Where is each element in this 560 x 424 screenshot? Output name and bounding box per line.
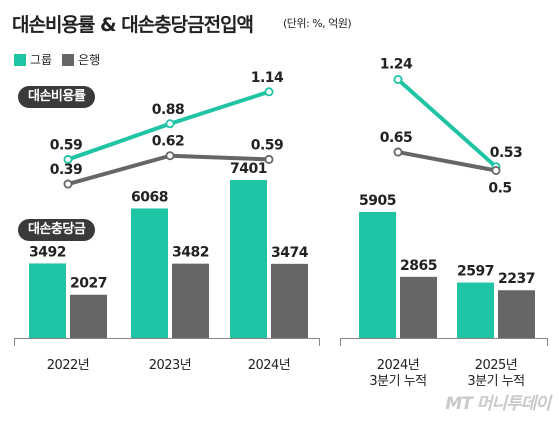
series-line-group-panel-1 (396, 77, 498, 169)
point-value-label-group-3: 1.24 (380, 56, 413, 72)
bar-value-label-group-3: 5905 (359, 193, 396, 209)
series-point-group-0 (63, 154, 73, 164)
series-point-group-1 (165, 119, 175, 129)
bar-value-label-group-1: 6068 (131, 189, 168, 205)
legend-swatch-group (14, 53, 26, 66)
point-value-label-bank-3: 0.65 (380, 130, 413, 146)
bar-bank-4 (498, 290, 535, 338)
watermark-logo: MT 머니투데이 (445, 394, 551, 414)
bar-group-4 (457, 282, 494, 338)
series-point-bank-0 (63, 179, 73, 189)
series-point-bank-1 (165, 151, 175, 161)
bar-value-label-bank-4: 2237 (498, 271, 535, 287)
bar-bank-1 (172, 263, 209, 338)
bar-bank-3 (400, 276, 437, 338)
point-value-label-bank-0: 0.39 (50, 162, 83, 178)
unit-label: (단위: %, 억원) (283, 17, 352, 30)
point-value-label-bank-1: 0.62 (152, 134, 185, 150)
line-chart-title-pill: 대손비용률 (18, 86, 96, 108)
x-tick-label-0: 2022년 (47, 358, 90, 373)
bar-chart-title-pill: 대손충당금 (18, 219, 96, 241)
bar-value-label-group-0: 3492 (29, 244, 66, 260)
bar-bank-0 (70, 294, 107, 338)
chart-title: 대손비용률 & 대손충당금전입액 (12, 14, 254, 36)
legend-label-group: 그룹 (30, 53, 53, 67)
x-tick-label-4: 2025년 3분기 누적 (467, 358, 524, 389)
x-tick-label-3: 2024년 3분기 누적 (369, 358, 426, 389)
bar-value-label-group-4: 2597 (457, 264, 494, 280)
bar-value-label-group-2: 7401 (230, 161, 267, 177)
point-value-label-group-0: 0.59 (50, 137, 83, 153)
x-tick-label-2: 2024년 (248, 358, 291, 373)
point-value-label-bank-4: 0.5 (488, 181, 511, 197)
legend-swatch-bank (62, 53, 75, 66)
series-point-bank-3 (393, 147, 403, 157)
point-value-label-group-2: 1.14 (251, 70, 284, 86)
point-value-label-group-1: 0.88 (152, 102, 185, 118)
bar-group-2 (230, 180, 267, 338)
series-point-group-3 (393, 74, 403, 84)
series-point-bank-4 (491, 165, 501, 175)
bar-value-label-bank-0: 2027 (70, 276, 107, 292)
bar-group-1 (131, 208, 168, 338)
series-point-group-2 (264, 87, 274, 97)
x-tick-label-1: 2023년 (149, 358, 192, 373)
legend-label-bank: 은행 (78, 53, 101, 67)
bar-bank-2 (271, 263, 308, 338)
legend: 그룹 은행 (14, 51, 110, 68)
series-point-bank-2 (264, 154, 274, 164)
bar-group-3 (359, 211, 396, 338)
bar-value-label-bank-2: 3474 (271, 245, 309, 261)
bar-group-0 (29, 263, 66, 338)
point-value-label-bank-2: 0.59 (251, 137, 284, 153)
series-line-bank-panel-1 (397, 150, 497, 173)
bar-value-label-bank-3: 2865 (400, 258, 437, 274)
point-value-label-group-4: 0.53 (490, 145, 523, 161)
bar-value-label-bank-1: 3482 (172, 245, 209, 261)
